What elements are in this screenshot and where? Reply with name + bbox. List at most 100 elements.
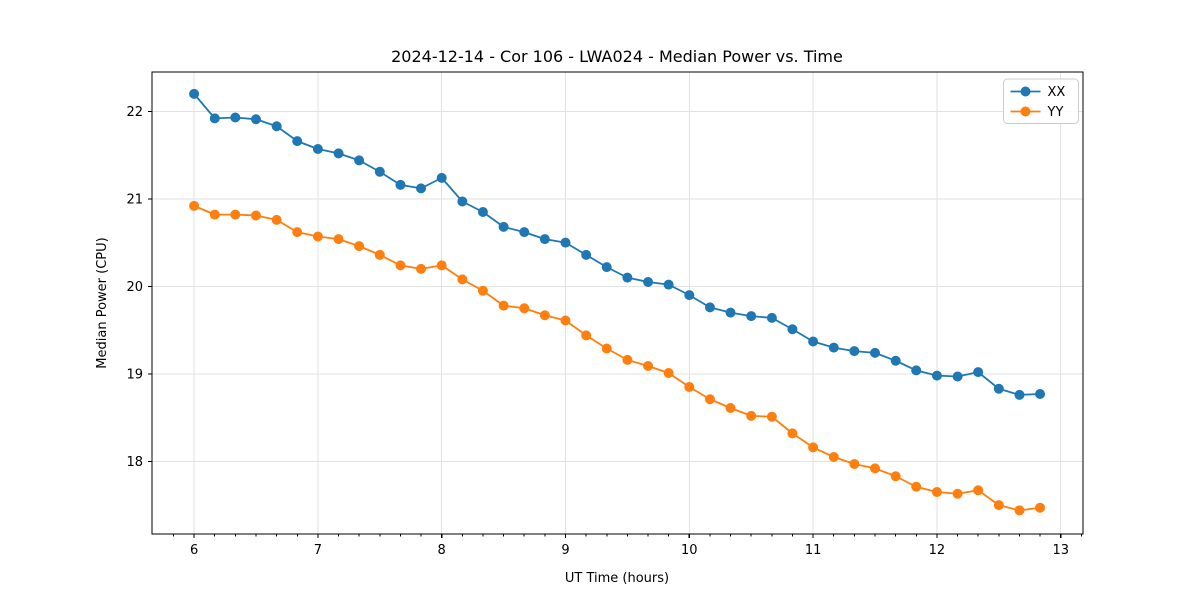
- series-XX-line: [193, 93, 1041, 396]
- series-YY-marker: [1014, 505, 1025, 516]
- series-XX-marker: [209, 113, 220, 124]
- series-XX-marker: [436, 172, 447, 183]
- series-YY-marker: [189, 200, 200, 211]
- y-tick-label: 21: [126, 192, 143, 207]
- plot-frame: [151, 71, 1084, 535]
- series-XX-marker: [457, 196, 468, 207]
- series-YY-marker: [477, 285, 488, 296]
- series-XX-marker: [643, 277, 654, 287]
- series-YY-marker: [271, 214, 282, 225]
- series-XX-marker: [952, 371, 963, 382]
- chart-title: 2024-12-14 - Cor 106 - LWA024 - Median P…: [391, 47, 843, 66]
- data-layer: [189, 88, 1046, 516]
- series-XX-marker: [828, 342, 839, 353]
- x-tick-label: 13: [1052, 543, 1069, 558]
- series-YY-marker: [931, 487, 942, 497]
- legend-YY-marker: [1020, 106, 1031, 117]
- x-tick-label: 11: [805, 543, 822, 558]
- series-YY-marker: [395, 260, 406, 271]
- series-XX-marker: [993, 383, 1004, 394]
- series-YY-marker: [890, 471, 901, 482]
- series-YY-marker: [643, 361, 654, 371]
- series-XX-marker: [271, 121, 282, 132]
- series-XX-marker: [333, 148, 344, 159]
- series-XX-marker: [890, 355, 901, 366]
- series-XX-marker: [312, 144, 323, 154]
- series-YY-marker: [684, 382, 695, 392]
- series-YY-marker: [808, 442, 819, 453]
- series-XX-marker: [498, 221, 509, 232]
- series-XX-marker: [395, 179, 406, 190]
- series-YY-marker: [560, 315, 571, 326]
- series-XX-marker: [870, 347, 881, 358]
- series-XX-marker: [704, 302, 715, 313]
- tick-layer: 6 7 8 9 10 11 12 13 18 19 20 21 22: [126, 105, 1082, 558]
- legend-YY-label: YY: [1047, 105, 1064, 120]
- series-YY-marker: [787, 428, 798, 439]
- series-YY-marker: [849, 459, 860, 469]
- legend: XX YY: [1003, 78, 1079, 124]
- series-YY-marker: [519, 303, 530, 314]
- series-XX-marker: [581, 249, 592, 260]
- x-tick-label: 9: [561, 543, 569, 558]
- series-XX-marker: [973, 367, 984, 378]
- series-YY-marker: [333, 234, 344, 245]
- series-YY-marker: [828, 452, 839, 462]
- series-XX-marker: [374, 166, 385, 177]
- series-XX-marker: [684, 290, 695, 301]
- series-YY-marker: [766, 411, 777, 422]
- series-XX-marker: [849, 346, 860, 357]
- series-XX-marker: [189, 88, 200, 99]
- series-YY-marker: [601, 343, 612, 354]
- y-tick-label: 22: [126, 105, 143, 120]
- series-XX-marker: [787, 324, 798, 335]
- series-YY-line: [193, 205, 1041, 512]
- series-YY-marker: [312, 231, 323, 242]
- x-tick-label: 10: [681, 543, 698, 558]
- series-XX-marker: [911, 365, 922, 376]
- series-YY-marker: [498, 300, 509, 311]
- series-XX-marker: [766, 312, 777, 323]
- series-YY-marker: [436, 260, 447, 271]
- series-XX-marker: [250, 114, 261, 125]
- series-YY-marker: [354, 241, 365, 252]
- series-YY-marker: [416, 263, 427, 274]
- series-XX-marker: [519, 227, 530, 238]
- series-YY-marker: [250, 210, 261, 221]
- series-YY-marker: [704, 394, 715, 405]
- series-YY-marker: [973, 485, 984, 496]
- series-YY-marker: [539, 310, 550, 321]
- series-YY-marker: [993, 500, 1004, 511]
- series-YY-marker: [663, 368, 674, 378]
- series-XX-marker: [539, 234, 550, 245]
- series-YY-marker: [209, 209, 220, 220]
- series-YY-marker: [725, 403, 736, 413]
- series-XX-marker: [560, 237, 571, 248]
- y-tick-label: 20: [126, 280, 143, 295]
- grid-layer: [152, 72, 1083, 534]
- series-YY-marker: [952, 488, 963, 499]
- legend-XX-marker: [1020, 86, 1031, 97]
- y-axis-label: Median Power (CPU): [95, 237, 110, 368]
- series-XX-marker: [477, 207, 488, 217]
- series-YY-marker: [622, 354, 633, 365]
- series-YY-marker: [292, 227, 303, 238]
- series-XX-marker: [746, 311, 757, 322]
- series-YY-marker: [870, 463, 881, 474]
- series-XX-marker: [663, 279, 674, 290]
- x-tick-label: 12: [929, 543, 946, 558]
- series-YY-marker: [457, 274, 468, 285]
- series-YY-marker: [230, 209, 241, 220]
- series-YY-marker: [581, 330, 592, 341]
- series-YY-marker: [374, 249, 385, 260]
- x-tick-label: 6: [190, 543, 198, 558]
- series-XX-marker: [230, 112, 241, 123]
- y-tick-label: 19: [126, 367, 143, 382]
- y-tick-label: 18: [126, 455, 143, 470]
- x-axis-label: UT Time (hours): [565, 571, 669, 586]
- x-tick-label: 7: [314, 543, 322, 558]
- x-tick-label: 8: [438, 543, 446, 558]
- series-XX-marker: [622, 272, 633, 283]
